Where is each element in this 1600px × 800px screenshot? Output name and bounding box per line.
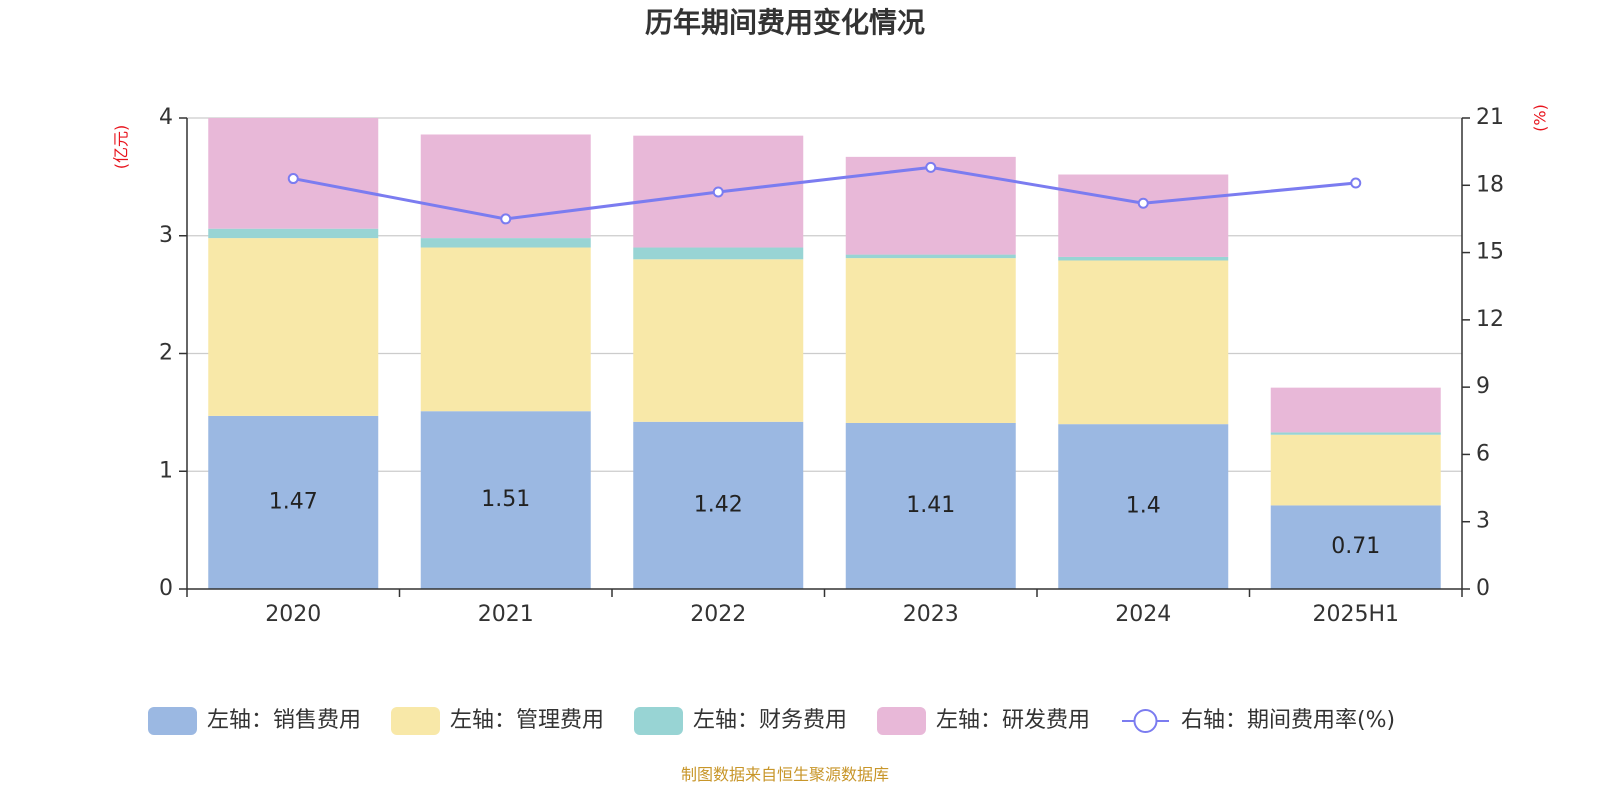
bar-segment	[633, 421, 804, 589]
bar-segment	[420, 247, 591, 412]
ratio-point	[287, 173, 299, 185]
bar-segment	[1058, 260, 1229, 425]
source-note: 制图数据来自恒生聚源数据库	[681, 765, 889, 784]
bar-segment	[633, 247, 804, 260]
x-tick-label: 2024	[1115, 602, 1171, 627]
right-y-tick-label: 18	[1476, 172, 1504, 197]
right-y-ticks: 0 3 6 9 12 15 18 21	[1462, 105, 1504, 601]
right-y-tick-label: 21	[1476, 105, 1504, 130]
x-tick-label: 2023	[903, 602, 959, 627]
right-y-tick-label: 15	[1476, 240, 1504, 265]
legend-label: 右轴：期间费用率(%)	[1181, 708, 1395, 733]
legend-swatch	[391, 707, 440, 735]
bar-data-label: 1.47	[269, 489, 318, 514]
bar-data-label: 1.51	[481, 487, 530, 512]
legend-label: 左轴：管理费用	[450, 708, 604, 733]
bar-segment	[420, 238, 591, 248]
right-y-tick-label: 6	[1476, 441, 1490, 466]
bar-segment	[1058, 256, 1229, 261]
bar-data-label: 1.4	[1126, 494, 1161, 519]
legend-label: 左轴：研发费用	[936, 708, 1090, 733]
left-axis-unit: (亿元)	[112, 125, 131, 170]
ratio-point	[500, 213, 512, 225]
right-y-tick-label: 3	[1476, 509, 1490, 534]
right-y-tick-label: 0	[1476, 576, 1490, 601]
legend-label: 左轴：财务费用	[693, 708, 847, 733]
bar-data-label: 0.71	[1331, 534, 1380, 559]
legend-swatch	[634, 707, 683, 735]
right-y-tick-label: 9	[1476, 374, 1490, 399]
bar-segment	[1058, 174, 1229, 257]
left-y-tick-label: 3	[159, 223, 173, 248]
legend-swatch	[148, 707, 197, 735]
x-ticks: 2020 2021 2022 2023 2024 2025H1	[265, 602, 1399, 627]
left-y-tick-label: 1	[159, 458, 173, 483]
right-y-tick-label: 12	[1476, 307, 1504, 332]
bar-segment	[420, 411, 591, 589]
bar-segment	[845, 422, 1016, 589]
grid-lines	[187, 117, 1462, 472]
left-y-tick-label: 0	[159, 576, 173, 601]
bar-segment	[1270, 432, 1441, 435]
legend-line-marker	[1133, 709, 1158, 733]
bar-segment	[1270, 387, 1441, 433]
chart-title: 历年期间费用变化情况	[645, 6, 925, 39]
bar-data-label: 1.42	[694, 492, 743, 517]
ratio-point	[1350, 177, 1362, 189]
bar-segment	[1270, 434, 1441, 506]
x-tick-label: 2025H1	[1312, 602, 1399, 627]
ratio-point	[712, 186, 724, 198]
ratio-line	[292, 165, 1356, 221]
bar-segment	[845, 254, 1016, 259]
bar-segment	[633, 259, 804, 422]
ratio-point	[1137, 197, 1149, 209]
legend-label: 左轴：销售费用	[207, 708, 361, 733]
left-y-tick-label: 2	[159, 341, 173, 366]
bar-data-label: 1.41	[906, 493, 955, 518]
x-tick-label: 2020	[265, 602, 321, 627]
legend-swatch	[877, 707, 926, 735]
x-tick-label: 2021	[478, 602, 534, 627]
bar-layer	[208, 118, 1441, 589]
data-labels: 1.47 1.51 1.42 1.41 1.4 0.71	[269, 487, 1380, 559]
legend: 左轴：销售费用 左轴：管理费用 左轴：财务费用 左轴：研发费用 右轴：期间费用率(%)	[148, 707, 1395, 735]
x-tick-label: 2022	[690, 602, 746, 627]
left-y-ticks: 0 1 2 3 4	[159, 105, 187, 601]
bar-segment	[208, 238, 379, 416]
bar-segment	[208, 228, 379, 239]
bar-segment	[1270, 505, 1441, 589]
left-y-tick-label: 4	[159, 105, 173, 130]
ratio-line-layer	[287, 161, 1362, 225]
ratio-point	[925, 161, 937, 173]
bar-segment	[845, 258, 1016, 423]
right-axis-unit: (%)	[1531, 104, 1550, 132]
bar-segment	[1058, 424, 1229, 589]
bar-segment	[208, 415, 379, 589]
